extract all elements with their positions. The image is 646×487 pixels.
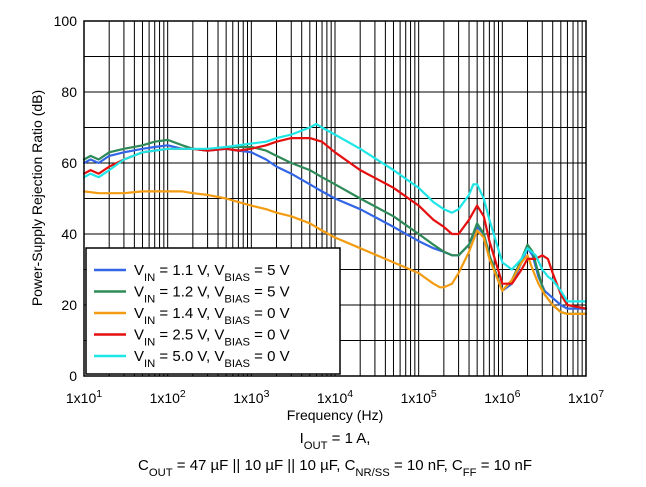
x-tick-label-part-0: 1x10 (66, 390, 97, 406)
x-tick-label-part-0: 1x10 (484, 390, 515, 406)
x-tick-label-part-1: 2 (180, 388, 186, 400)
x-tick-label-part-0: 1x10 (233, 390, 264, 406)
legend-label-2-part-3: BIAS (224, 294, 250, 306)
test-conditions-line-2: COUT = 47 µF || 10 µF || 10 µF, CNR/SS =… (138, 457, 532, 479)
x-tick-label: 1x103 (233, 388, 269, 406)
test-conditions-line-1-part-1: OUT (304, 440, 328, 452)
legend-label-5-part-4: = 0 V (250, 348, 290, 365)
legend-label-3-part-1: IN (144, 315, 155, 327)
x-tick-label-part-1: 7 (598, 388, 604, 400)
legend-label-1-part-3: BIAS (224, 272, 250, 284)
test-conditions-line-2-part-1: OUT (149, 467, 173, 479)
x-tick-label: 1x102 (150, 388, 186, 406)
test-conditions-line-1-part-0: I (300, 430, 304, 447)
legend-label-4-part-4: = 0 V (250, 327, 290, 344)
legend-box (85, 247, 341, 375)
legend-label-1: VIN = 1.1 V, VBIAS = 5 V (134, 262, 290, 284)
legend-label-4-part-1: IN (144, 337, 155, 349)
legend-label-2-part-0: V (134, 284, 144, 301)
legend-label-3-part-3: BIAS (224, 315, 250, 327)
y-tick-label: 60 (61, 155, 77, 171)
test-conditions-line-2-part-2: = 47 µF || 10 µF || 10 µF, C (173, 457, 356, 474)
x-tick-label: 1x104 (317, 388, 353, 406)
legend-label-5: VIN = 5.0 V, VBIAS = 0 V (134, 348, 290, 370)
legend-label-5-part-3: BIAS (224, 358, 250, 370)
x-tick-label-part-1: 1 (96, 388, 102, 400)
legend-label-2-part-2: = 1.2 V, V (155, 284, 224, 301)
x-axis-title: Frequency (Hz) (287, 407, 383, 423)
legend-label-3-part-0: V (134, 305, 144, 322)
legend-label-1-part-2: = 1.1 V, V (155, 262, 224, 279)
x-tick-label: 1x106 (484, 388, 520, 406)
y-tick-label: 40 (61, 226, 77, 242)
x-tick-label: 1x101 (66, 388, 102, 406)
test-conditions-line-1-part-2: = 1 A, (327, 430, 370, 447)
x-tick-label-part-0: 1x10 (150, 390, 181, 406)
legend-label-4-part-0: V (134, 327, 144, 344)
y-tick-label: 100 (54, 13, 78, 29)
test-conditions-line-1: IOUT = 1 A, (300, 430, 371, 452)
legend-label-3: VIN = 1.4 V, VBIAS = 0 V (134, 305, 290, 327)
test-conditions-line-2-part-6: = 10 nF (477, 457, 532, 474)
series-lines (82, 122, 588, 315)
x-tick-label-part-0: 1x10 (401, 390, 432, 406)
x-tick-label: 1x107 (568, 388, 604, 406)
legend-label-1-part-1: IN (144, 272, 155, 284)
y-tick-label: 20 (61, 297, 77, 313)
y-axis-title: Power-Supply Rejection Ratio (dB) (29, 90, 45, 306)
legend-label-5-part-1: IN (144, 358, 155, 370)
y-tick-label: 0 (69, 368, 77, 384)
legend-label-2-part-1: IN (144, 294, 155, 306)
test-conditions-line-2-part-4: = 10 nF, C (390, 457, 463, 474)
legend-label-1-part-0: V (134, 262, 144, 279)
plot-frame (83, 20, 587, 377)
test-conditions-line-2-part-5: FF (463, 467, 477, 479)
legend-label-5-part-0: V (134, 348, 144, 365)
legend-label-2: VIN = 1.2 V, VBIAS = 5 V (134, 284, 290, 306)
series-line-3 (82, 190, 588, 315)
x-tick-label-part-0: 1x10 (568, 390, 599, 406)
legend-label-4: VIN = 2.5 V, VBIAS = 0 V (134, 327, 290, 349)
y-tick-label: 80 (61, 84, 77, 100)
legend-label-2-part-4: = 5 V (250, 284, 290, 301)
legend-label-5-part-2: = 5.0 V, V (155, 348, 224, 365)
x-tick-label: 1x105 (401, 388, 437, 406)
series-line-2 (82, 138, 588, 315)
x-tick-label-part-1: 4 (347, 388, 353, 400)
x-tick-label-part-0: 1x10 (317, 390, 348, 406)
x-tick-label-part-1: 3 (264, 388, 270, 400)
test-conditions-line-2-part-0: C (138, 457, 149, 474)
legend-label-1-part-4: = 5 V (250, 262, 290, 279)
legend-label-3-part-4: = 0 V (250, 305, 290, 322)
test-conditions-line-2-part-3: NR/SS (355, 467, 389, 479)
x-tick-label-part-1: 6 (515, 388, 521, 400)
x-tick-label-part-1: 5 (431, 388, 437, 400)
legend-label-3-part-2: = 1.4 V, V (155, 305, 224, 322)
legend-label-4-part-3: BIAS (224, 337, 250, 349)
series-line-5 (82, 122, 588, 303)
legend-label-4-part-2: = 2.5 V, V (155, 327, 224, 344)
